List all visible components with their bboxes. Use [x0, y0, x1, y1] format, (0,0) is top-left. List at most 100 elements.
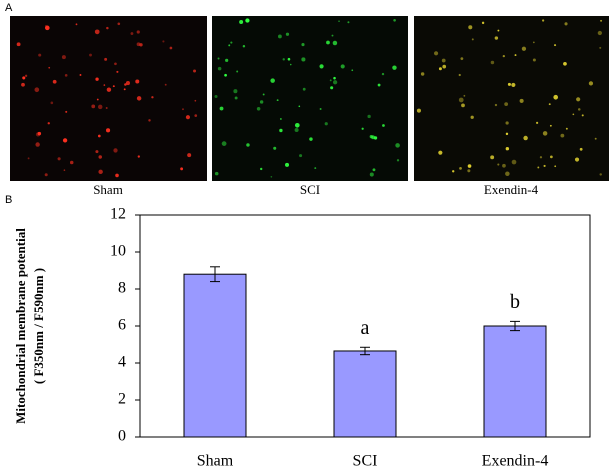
dot — [137, 155, 140, 158]
dot — [299, 154, 303, 158]
dot — [94, 29, 100, 35]
dot — [50, 101, 54, 105]
dot — [393, 18, 396, 22]
dot — [245, 18, 250, 23]
dot — [270, 78, 275, 83]
dot — [588, 81, 594, 86]
dot — [44, 24, 47, 27]
dot — [502, 163, 506, 168]
image-caption: Sham — [93, 182, 123, 197]
dot — [38, 53, 42, 57]
dot — [64, 74, 68, 77]
dot — [125, 81, 130, 86]
dot — [420, 72, 425, 76]
dot — [460, 57, 464, 61]
y-tick-label: 8 — [118, 280, 126, 297]
dot — [505, 171, 510, 177]
dot — [537, 166, 540, 169]
dot — [553, 94, 559, 100]
dot — [599, 173, 602, 176]
dot — [326, 40, 330, 45]
dot — [115, 173, 119, 178]
dot — [497, 163, 500, 166]
dot — [338, 20, 340, 23]
dot — [459, 166, 462, 170]
dot — [37, 131, 42, 136]
dot — [301, 57, 306, 62]
dot — [61, 55, 66, 60]
dot — [564, 22, 568, 26]
dot — [581, 114, 584, 117]
dot — [169, 46, 173, 50]
dot — [560, 133, 565, 138]
dot — [117, 22, 121, 26]
dot — [96, 98, 99, 101]
dot — [371, 135, 375, 140]
dot — [217, 57, 220, 60]
dot — [468, 25, 473, 30]
dot — [282, 58, 285, 61]
dot — [351, 69, 354, 72]
dot — [278, 34, 282, 39]
image-caption: SCI — [300, 182, 320, 197]
dot — [494, 103, 498, 107]
image-caption: Exendin-4 — [484, 182, 539, 197]
dot — [214, 171, 219, 176]
dot — [151, 96, 154, 99]
dot — [47, 122, 50, 125]
dot — [576, 97, 581, 102]
dot — [536, 121, 539, 124]
x-tick-label: Exendin-4 — [482, 453, 549, 470]
dot — [481, 21, 485, 25]
dot — [236, 70, 239, 73]
dot — [270, 175, 273, 178]
panel-label: A — [5, 2, 13, 14]
dot — [507, 82, 511, 86]
dot — [294, 122, 300, 128]
dot — [377, 83, 381, 87]
dot — [182, 108, 184, 111]
dot — [494, 36, 499, 40]
dot — [44, 173, 48, 177]
dot — [505, 121, 509, 125]
dot — [106, 26, 109, 30]
dot — [262, 93, 265, 96]
dot — [276, 99, 279, 102]
dot — [470, 115, 474, 119]
dot — [106, 87, 112, 92]
dot — [219, 106, 224, 111]
dot — [331, 34, 334, 37]
dot — [438, 67, 442, 71]
dot — [123, 88, 126, 91]
dot — [104, 57, 108, 61]
dot — [97, 134, 101, 138]
dot — [285, 162, 290, 167]
dot — [242, 45, 246, 48]
dot — [542, 131, 548, 136]
dot — [467, 169, 471, 173]
dot — [490, 155, 495, 160]
dot — [89, 53, 92, 57]
dot — [44, 25, 50, 31]
dot — [532, 58, 536, 62]
dot — [504, 102, 509, 106]
dot — [27, 157, 30, 160]
dot — [599, 46, 602, 49]
y-axis-title: ( F350nm / F590nm ) — [31, 268, 46, 384]
dot — [214, 94, 218, 99]
dot — [463, 94, 466, 97]
dot — [347, 21, 350, 24]
dot — [442, 64, 447, 69]
dot — [97, 104, 103, 110]
dot — [256, 107, 261, 111]
dot — [180, 167, 184, 171]
dot — [135, 79, 140, 84]
dot — [519, 98, 524, 103]
dot — [105, 128, 111, 133]
bar — [483, 325, 547, 438]
dot — [461, 103, 465, 108]
dot — [600, 19, 603, 22]
dot — [35, 142, 40, 147]
dot — [130, 32, 134, 36]
